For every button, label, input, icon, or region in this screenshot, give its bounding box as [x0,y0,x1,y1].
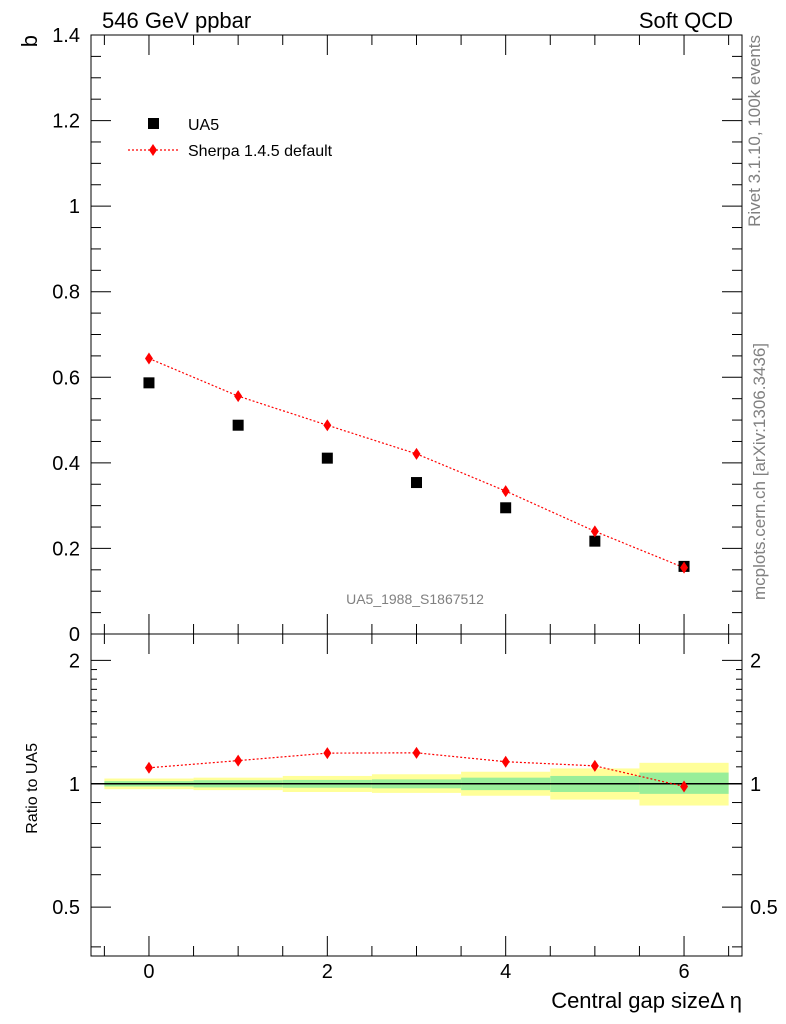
analysis-id-label: UA5_1988_S1867512 [346,591,484,607]
sherpa-point [234,390,243,403]
ratio-point [144,761,153,774]
header-right-label: Soft QCD [639,8,733,33]
main-series [143,352,690,574]
mcplots-label: mcplots.cern.ch [arXiv:1306.3436] [750,343,769,600]
y-tick-label: 0 [69,624,80,646]
main-panel: UA5_1988_S1867512 0 0.2 0.4 0.6 0.8 1 1.2 1.4 U… [17,25,743,646]
ratio-point [590,759,599,772]
ratio-y-tick-label-left: 2 [69,650,80,672]
ua5-point [589,535,601,547]
legend: UA5 Sherpa 1.4.5 default [128,117,333,160]
y-tick-label: 0.6 [52,367,80,389]
y-tick-label: 1 [69,196,80,218]
y-tick-label: 0.2 [52,538,80,560]
rivet-version-label: Rivet 3.1.10, 100k events [745,35,764,227]
ratio-y-tick-label-right: 0.5 [750,897,778,919]
ratio-y-tick-label-left: 1 [69,774,80,796]
x-tick-label: 0 [143,961,154,983]
ratio-point [323,747,332,760]
ratio-y-tick-label-right: 2 [750,650,761,672]
x-tick-label: 2 [322,961,333,983]
sherpa-point [144,352,153,365]
y-tick-label: 0.4 [52,453,80,475]
legend-sherpa-marker [149,144,157,156]
ratio-point [412,746,421,759]
sherpa-point [323,419,332,432]
header-left-label: 546 GeV ppbar [102,8,251,33]
x-tick-labels: 0 2 4 6 [143,961,689,983]
sherpa-point [501,485,510,498]
legend-sherpa-label: Sherpa 1.4.5 default [188,143,333,160]
sherpa-point [680,561,689,574]
legend-ua5-marker [148,118,159,129]
y-tick-label: 0.8 [52,282,80,304]
ua5-point [411,477,422,489]
ratio-frame [90,633,743,957]
ua5-point [143,377,155,389]
sherpa-point [412,447,421,460]
sherpa-point [590,525,599,538]
ua5-point [321,452,333,464]
ratio-axis-ticks: 0.5 0.5 1 1 2 2 [52,634,778,956]
y-axis-title: b [17,35,42,47]
ratio-series [144,746,689,793]
ratio-point [680,780,689,793]
legend-ua5-label: UA5 [188,117,219,134]
ratio-y-tick-label-left: 0.5 [52,897,80,919]
x-axis-title: Central gap sizeΔ η [551,988,742,1013]
ratio-point [501,755,510,768]
ua5-point [232,419,244,431]
ratio-y-axis-title: Ratio to UA5 [24,743,41,834]
ratio-point [234,754,243,767]
ratio-panel: 0.5 0.5 1 1 2 2 Ratio to UA5 [24,633,778,957]
y-tick-label: 1.4 [52,25,80,47]
y-tick-label: 1.2 [52,111,80,133]
ua5-point [500,502,512,514]
sherpa-line [148,357,685,569]
x-tick-label: 6 [678,961,689,983]
main-axis-ticks: 0 0.2 0.4 0.6 0.8 1 1.2 1.4 [52,25,742,646]
ratio-y-tick-label-right: 1 [750,774,761,796]
x-tick-label: 4 [500,961,511,983]
